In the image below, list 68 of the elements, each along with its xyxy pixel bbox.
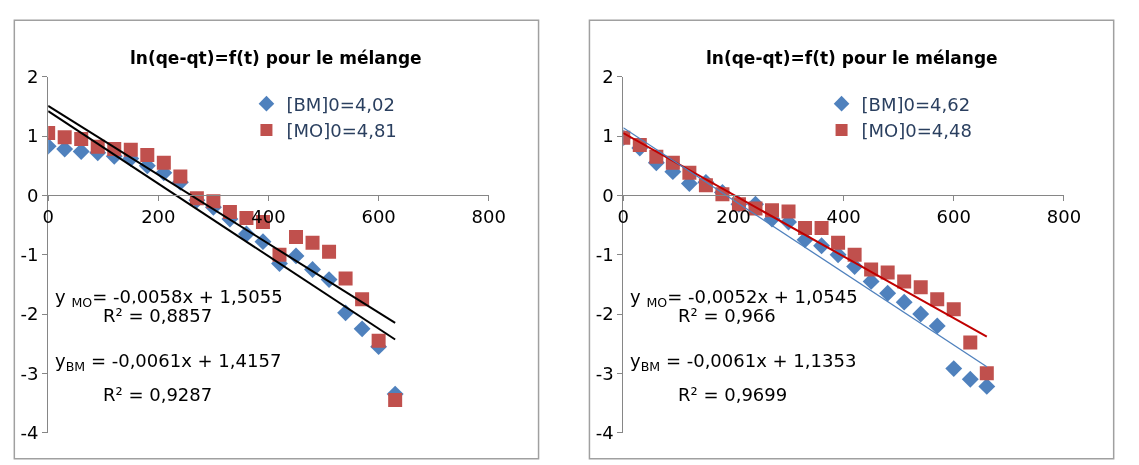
annotation: y$_{BM}$ = -0,0061x + 1,4157	[55, 350, 282, 374]
x-tick-label: 800	[1046, 205, 1082, 227]
annotation: y$_{BM}$ = -0,0061x + 1,1353	[630, 350, 857, 374]
point	[173, 169, 188, 184]
x-tick-label: 0	[617, 205, 630, 227]
chart-title: ln(qe-qt)=f(t) pour le mélange	[130, 48, 422, 68]
point	[913, 280, 928, 295]
point	[979, 366, 994, 381]
y-tick-label: -4	[595, 421, 614, 443]
point	[847, 247, 862, 262]
legend-label: [MO]0=4,81	[286, 120, 397, 142]
y-tick-label: -1	[595, 244, 614, 265]
point	[123, 142, 138, 157]
point	[74, 132, 89, 147]
point	[897, 274, 912, 289]
point	[781, 204, 796, 219]
point	[140, 148, 155, 163]
annotation: R² = 0,9699	[678, 384, 788, 405]
point	[912, 305, 930, 323]
point	[895, 293, 913, 311]
x-tick-label: 600	[361, 205, 396, 227]
x-tick-label: 200	[141, 205, 176, 227]
legend-label: [BM]0=4,62	[861, 93, 971, 115]
point	[945, 360, 963, 378]
y-tick-label: 0	[27, 184, 39, 206]
point	[928, 317, 946, 335]
y-tick-label: 1	[602, 125, 614, 147]
point	[371, 333, 386, 348]
point	[353, 320, 371, 338]
point	[963, 335, 978, 350]
point	[798, 221, 813, 236]
point	[764, 203, 779, 218]
y-tick-label: -3	[595, 362, 614, 384]
point	[57, 130, 72, 145]
y-tick-label: 2	[27, 66, 39, 88]
y-tick-label: -2	[20, 303, 39, 325]
annotation: R² = 0,9287	[103, 384, 213, 405]
annotation: R² = 0,966	[678, 305, 776, 326]
y-tick-label: -3	[20, 362, 39, 384]
y-tick-label: 2	[602, 66, 614, 88]
point	[831, 235, 846, 250]
point	[338, 271, 353, 286]
point	[289, 229, 304, 244]
legend-label: [BM]0=4,02	[286, 93, 395, 115]
point	[880, 265, 895, 280]
annotation: R² = 0,8857	[103, 305, 213, 326]
point	[961, 370, 979, 388]
y-tick-label: 0	[602, 184, 614, 206]
legend-label: [MO]0=4,48	[861, 120, 972, 142]
y-tick-label: 1	[27, 125, 39, 147]
point	[930, 292, 945, 307]
point	[946, 302, 961, 317]
point	[814, 221, 829, 236]
y-tick-label: -2	[595, 303, 614, 325]
point	[322, 244, 337, 259]
y-tick-label: -4	[20, 421, 39, 443]
point	[156, 155, 171, 170]
point	[305, 235, 320, 250]
x-tick-label: 200	[716, 205, 751, 227]
x-tick-label: 0	[42, 205, 54, 227]
x-tick-label: 400	[826, 205, 861, 227]
point	[222, 204, 237, 219]
point	[879, 284, 897, 302]
point	[388, 393, 403, 408]
x-tick-label: 800	[471, 205, 506, 227]
y-tick-label: -1	[20, 244, 39, 265]
chart-title: ln(qe-qt)=f(t) pour le mélange	[706, 48, 998, 68]
x-tick-label: 600	[936, 205, 971, 227]
